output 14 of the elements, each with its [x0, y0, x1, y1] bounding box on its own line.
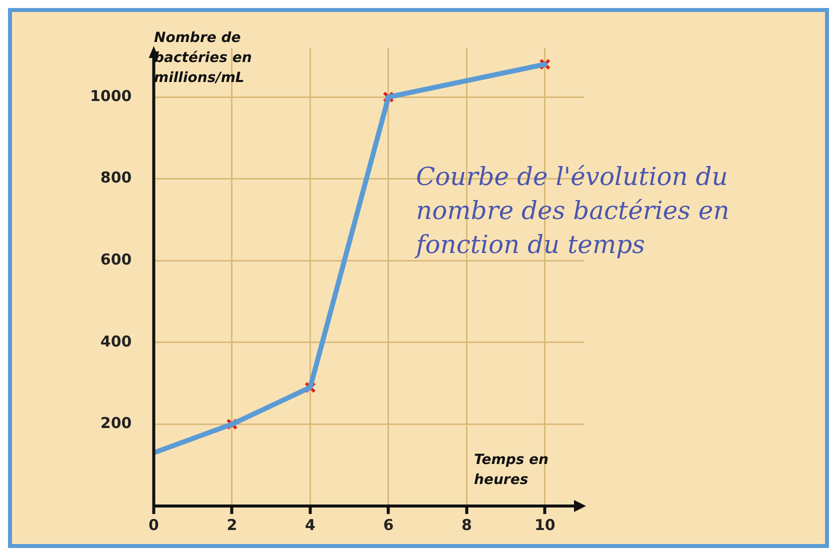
x-tick-label: 6 — [383, 516, 394, 534]
y-tick-label: 600 — [100, 250, 132, 269]
x-tick-label: 0 — [148, 516, 159, 534]
y-tick-label: 400 — [100, 332, 132, 350]
x-tick-label: 2 — [226, 516, 238, 534]
x-tick-label: 8 — [461, 516, 472, 534]
y-axis-title: Nombre de bactéries en millions/mL — [154, 29, 253, 88]
y-tick-label: 1000 — [90, 86, 132, 105]
x-axis-title: Temps en heures — [474, 451, 550, 490]
y-tick-label: 800 — [100, 168, 132, 187]
text: Courbe de l'évolution du nombre des bactéries en fonction du temps — [416, 161, 730, 261]
x-tick-label: 10 — [534, 516, 556, 534]
y-tick-label: 200 — [100, 414, 132, 432]
x-tick-label: 4 — [304, 516, 316, 534]
